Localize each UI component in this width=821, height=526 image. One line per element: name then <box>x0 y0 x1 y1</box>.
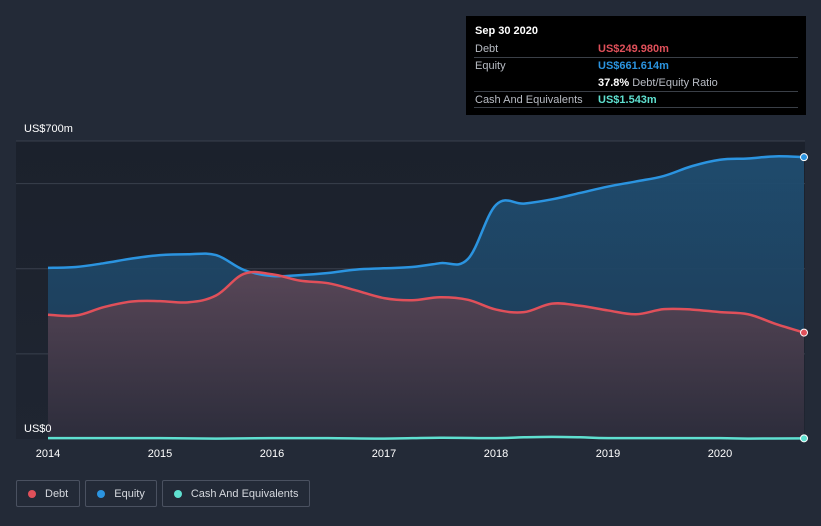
x-tick-label: 2020 <box>708 448 732 460</box>
equity-dot-icon <box>97 489 106 498</box>
x-tick-label: 2018 <box>484 448 508 460</box>
x-tick-label: 2019 <box>596 448 620 460</box>
tooltip-date: Sep 30 2020 <box>475 25 538 37</box>
tooltip-cash-row: Cash And Equivalents US$1.543m <box>474 91 798 108</box>
tooltip-debt-row: Debt US$249.980m <box>474 40 798 57</box>
tooltip-ratio-label: Debt/Equity Ratio <box>632 76 718 89</box>
tooltip: Sep 30 2020 Debt US$249.980m Equity US$6… <box>466 16 806 115</box>
tooltip-cash-label: Cash And Equivalents <box>475 93 583 106</box>
debt-end-marker[interactable] <box>800 328 808 337</box>
debt-dot-icon <box>28 489 36 498</box>
tooltip-ratio-row: 37.8% Debt/Equity Ratio <box>474 74 798 91</box>
legend-cash-label: Cash And Equivalents <box>190 487 299 500</box>
legend: Debt Equity Cash And Equivalents <box>16 480 315 507</box>
tooltip-ratio-value: 37.8% <box>598 76 630 89</box>
x-tick-label: 2014 <box>36 448 60 460</box>
legend-debt-label: Debt <box>45 487 69 500</box>
legend-equity-label: Equity <box>114 487 145 500</box>
equity-line <box>47 155 805 278</box>
cash-dot-icon <box>173 489 182 498</box>
x-tick-label: 2015 <box>148 448 172 460</box>
equity-end-marker[interactable] <box>800 153 808 162</box>
legend-item-equity[interactable]: Equity <box>85 480 157 507</box>
x-tick-label: 2017 <box>372 448 396 460</box>
legend-item-debt[interactable]: Debt <box>16 480 81 507</box>
tooltip-debt-label: Debt <box>475 42 499 55</box>
tooltip-cash-value: US$1.543m <box>598 93 657 106</box>
tooltip-debt-value: US$249.980m <box>598 42 669 55</box>
legend-item-cash[interactable]: Cash And Equivalents <box>161 480 311 507</box>
tooltip-equity-label: Equity <box>475 60 506 72</box>
debt-area <box>48 271 804 439</box>
y-tick-label-bottom: US$0 <box>24 423 52 435</box>
x-axis-ticks: 2014 2015 2016 2017 2018 2019 2020 <box>36 448 732 460</box>
cash-end-marker[interactable] <box>800 434 808 443</box>
tooltip-equity-value: US$661.614m <box>598 60 669 72</box>
debt-line <box>47 270 805 334</box>
tooltip-equity-row: Equity US$661.614m <box>474 57 798 74</box>
cash-line <box>47 435 805 440</box>
y-tick-label-top: US$700m <box>24 123 73 135</box>
x-tick-label: 2016 <box>260 448 284 460</box>
